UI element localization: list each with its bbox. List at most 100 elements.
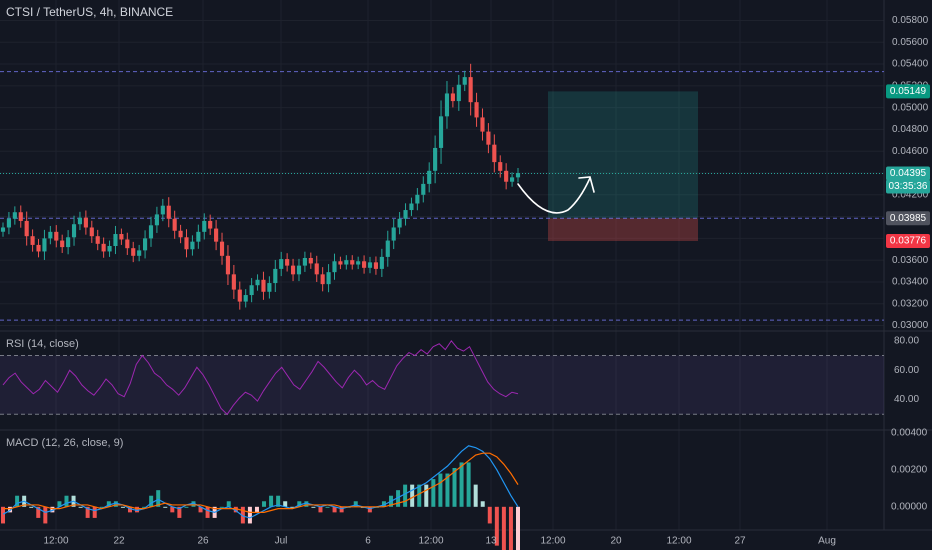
candle-body xyxy=(498,162,503,171)
macd-histogram-bar xyxy=(501,506,506,550)
macd-histogram-bar xyxy=(142,506,147,508)
macd-histogram-bar xyxy=(233,506,238,513)
candle-body xyxy=(320,274,325,285)
macd-histogram-bar xyxy=(417,484,422,507)
candle-body xyxy=(202,220,207,232)
candle-body xyxy=(273,268,278,284)
candle-body xyxy=(486,131,491,145)
macd-histogram-bar xyxy=(452,467,457,507)
macd-histogram-bar xyxy=(262,501,267,507)
macd-histogram-bar xyxy=(29,506,34,508)
candle-body xyxy=(77,217,83,225)
candle-body xyxy=(18,212,23,221)
candle-body xyxy=(42,238,47,252)
candle-body xyxy=(71,224,77,238)
candle-body xyxy=(350,260,355,265)
price-tick-label: 0.03400 xyxy=(892,277,929,288)
macd-histogram-bar xyxy=(254,506,259,513)
rsi-line xyxy=(2,339,519,416)
candle-body xyxy=(438,116,444,148)
time-tick-label: 22 xyxy=(113,536,125,547)
candle-body xyxy=(148,225,154,239)
rsi-tick-label: 40.00 xyxy=(894,394,919,405)
candle-body xyxy=(397,218,402,228)
price-tick-label: 0.03600 xyxy=(892,255,929,266)
entry-price-badge: 0.03985 xyxy=(890,213,927,224)
stop-price-badge: 0.03776 xyxy=(890,236,927,247)
candle-body xyxy=(302,257,307,266)
macd-histogram-bar xyxy=(64,495,69,507)
macd-histogram-bar xyxy=(198,506,203,513)
macd-histogram-bar xyxy=(283,501,288,507)
candle-body xyxy=(332,261,337,273)
candle-body xyxy=(243,295,248,302)
candle-body xyxy=(142,238,148,251)
bar-countdown-badge: 03:35:36 xyxy=(889,181,928,192)
macd-histogram-bar xyxy=(353,501,358,507)
macd-histogram-bar xyxy=(163,506,168,508)
macd-histogram-bar xyxy=(177,506,182,518)
macd-histogram-bar xyxy=(494,506,499,546)
macd-histogram-bar xyxy=(473,484,478,507)
time-tick-label: 12:00 xyxy=(418,536,443,547)
candle-body xyxy=(137,250,142,256)
macd-histogram-bar xyxy=(205,506,210,518)
candle-body xyxy=(326,272,331,285)
macd-histogram-bar xyxy=(304,501,309,507)
macd-histogram-bar xyxy=(226,501,231,507)
candle-body xyxy=(255,279,260,286)
current-price-badge: 0.04395 xyxy=(890,168,927,179)
price-tick-label: 0.04200 xyxy=(892,189,929,200)
price-tick-label: 0.03200 xyxy=(892,298,929,309)
candle-body xyxy=(314,263,319,275)
candle-body xyxy=(510,177,515,182)
candle-body xyxy=(515,173,521,178)
rsi-band xyxy=(0,355,884,415)
macd-histogram-bar xyxy=(381,501,386,507)
candle-body xyxy=(362,261,367,268)
macd-histogram-bar xyxy=(332,506,337,513)
chart-title: CTSI / TetherUS, 4h, BINANCE xyxy=(6,5,174,19)
time-tick-label: Jul xyxy=(275,536,288,547)
current-price-badge-bg xyxy=(886,166,930,181)
candle-body xyxy=(237,289,242,302)
candle-body xyxy=(0,227,6,232)
macd-histogram-bar xyxy=(516,506,520,550)
projected-path-arrow xyxy=(517,176,595,214)
candle-body xyxy=(30,236,35,245)
rsi-title: RSI (14, close) xyxy=(6,338,79,350)
candle-body xyxy=(433,147,438,171)
macd-histogram-bar xyxy=(8,506,13,513)
macd-histogram-bar xyxy=(43,506,48,524)
bar-countdown-badge-bg xyxy=(886,179,930,194)
candle-body xyxy=(444,93,450,117)
candle-body xyxy=(249,285,254,296)
macd-histogram-bar xyxy=(269,495,274,507)
candle-body xyxy=(344,260,349,265)
candle-body xyxy=(160,205,165,215)
candle-body xyxy=(456,84,461,102)
time-tick-label: 12:00 xyxy=(540,536,565,547)
candle-body xyxy=(285,259,290,266)
candle-body xyxy=(421,183,426,195)
candle-body xyxy=(119,234,124,240)
candle-body xyxy=(474,102,479,118)
candle-body xyxy=(113,234,118,247)
macd-histogram-bar xyxy=(318,506,323,513)
macd-histogram-bar xyxy=(247,506,252,524)
macd-histogram-bar xyxy=(311,506,316,508)
macd-histogram-bar xyxy=(396,490,401,507)
candle-body xyxy=(409,203,414,211)
candle-body xyxy=(261,279,266,292)
candle-body xyxy=(54,231,59,241)
candle-body xyxy=(48,231,53,239)
entry-price-badge-bg xyxy=(886,211,930,226)
candle-body xyxy=(267,283,272,292)
time-tick-label: 27 xyxy=(734,536,746,547)
macd-histogram-bar xyxy=(410,484,415,507)
candle-body xyxy=(279,259,284,269)
candle-body xyxy=(190,241,195,250)
price-tick-label: 0.05600 xyxy=(892,37,929,48)
time-tick-label: 20 xyxy=(610,536,622,547)
